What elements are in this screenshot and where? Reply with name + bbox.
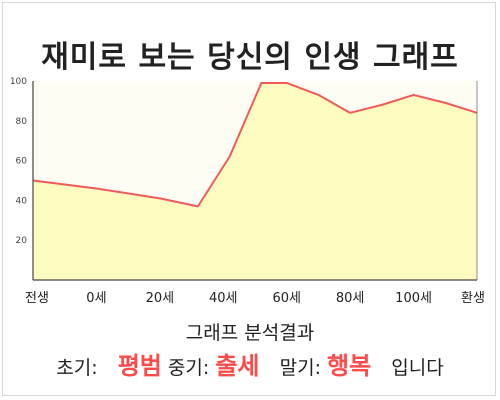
mid-value: 출세: [215, 352, 260, 380]
y-tick-label: 100: [10, 77, 27, 87]
late-label: 말기:: [279, 357, 321, 379]
x-tick-label: 0세: [86, 291, 106, 306]
result-suffix: 입니다: [391, 357, 444, 379]
late-value: 행복: [327, 352, 372, 380]
x-tick-label: 20세: [146, 291, 175, 306]
series-area: [33, 82, 477, 281]
y-tick-label: 60: [16, 157, 28, 167]
early-value: 평범: [117, 352, 162, 380]
x-tick-label: 40세: [209, 291, 238, 306]
x-tick-label: 60세: [272, 291, 301, 306]
x-tick-label: 전생: [25, 291, 49, 306]
x-tick-label: 100세: [395, 291, 432, 306]
x-tick-label: 환생: [461, 291, 485, 306]
analysis-result: 초기: 평범 중기: 출세 말기: 행복 입니다: [0, 346, 500, 381]
y-tick-label: 40: [16, 196, 28, 206]
analysis-heading: 그래프 분석결과: [185, 322, 315, 344]
image-frame: [2, 2, 496, 396]
chart-title: 재미로 보는 당신의 인생 그래프: [41, 40, 459, 75]
y-tick-label: 80: [16, 117, 28, 127]
mid-label: 중기:: [167, 357, 210, 379]
series-line: [32, 81, 478, 208]
x-tick-label: 80세: [336, 291, 365, 306]
early-label: 초기:: [56, 357, 98, 379]
y-tick-label: 20: [16, 236, 28, 246]
